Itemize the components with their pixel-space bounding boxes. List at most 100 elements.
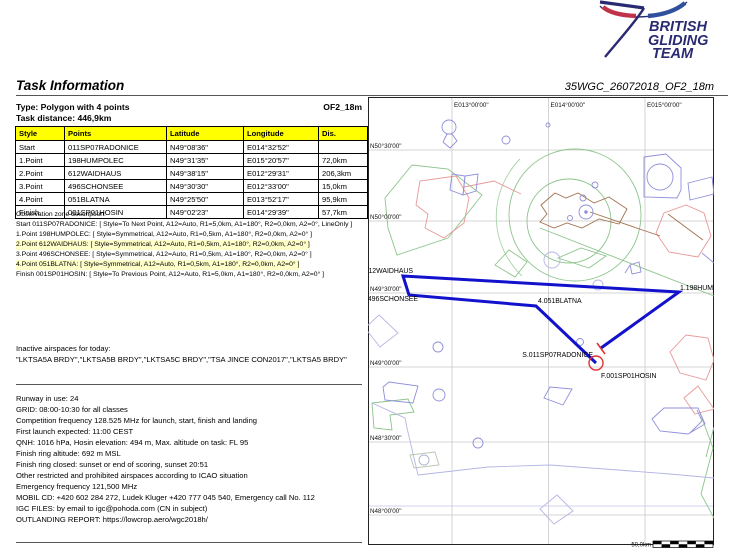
oz-line: 3.Point 496SCHONSEE: [ Style=Symmetrical… bbox=[16, 251, 312, 258]
cell-lat: N49°25'50" bbox=[166, 192, 244, 206]
waypoint-labels: 2.612WAIDHAUS 3.496SCHONSEE 4.051BLATNA … bbox=[368, 268, 714, 380]
lat-label: N50°30'00" bbox=[370, 142, 402, 150]
cell-dis: 206,3km bbox=[318, 166, 368, 180]
cell-lon: E013°52'17" bbox=[243, 192, 319, 206]
cell-style: Start bbox=[15, 140, 65, 154]
waypoint-label-blatna: 4.051BLATNA bbox=[538, 298, 582, 305]
cell-lon: E014°32'52" bbox=[243, 140, 319, 154]
oz-line: 1.Point 198HUMPOLEC: [ Style=Symmetrical… bbox=[16, 231, 312, 238]
cell-lat: N49°38'15" bbox=[166, 166, 244, 180]
cell-point: 051BLATNA bbox=[64, 192, 167, 206]
document-reference: 35WGC_26072018_OF2_18m bbox=[564, 81, 714, 93]
col-style: Style bbox=[15, 126, 65, 141]
oz-line: 2.Point 612WAIDHAUS: [ Style=Symmetrical… bbox=[16, 240, 310, 250]
cell-lon: E012°29'31" bbox=[243, 166, 319, 180]
lon-label: E014°00'00" bbox=[551, 101, 586, 109]
airspaces-heading: Inactive airspaces for today: bbox=[16, 344, 111, 353]
logo-line2: GLIDING bbox=[648, 33, 708, 49]
section-rule bbox=[16, 384, 362, 385]
page-title: Task Information bbox=[16, 78, 125, 93]
oz-line: Finish 001SP01HOSIN: [ Style=To Previous… bbox=[16, 271, 325, 278]
cell-point: 198HUMPOLEC bbox=[64, 153, 167, 167]
graticule-labels: E013°00'00" E014°00'00" E015°00'00" N50°… bbox=[370, 101, 682, 515]
oz-line: Start 011SP07RADONICE: [ Style=To Next P… bbox=[16, 221, 353, 228]
briefing-line: QNH: 1016 hPa, Hosin elevation: 494 m, M… bbox=[16, 438, 249, 447]
start-line-icon bbox=[596, 342, 606, 355]
airspace-blue-group bbox=[368, 119, 714, 525]
cell-style: 2.Point bbox=[15, 166, 65, 180]
table-row: 3.Point 496SCHONSEE N49°30'30" E012°33'0… bbox=[15, 179, 405, 193]
glider-fuselage-swoosh-icon bbox=[604, 7, 646, 58]
finish-ring-icon bbox=[588, 355, 604, 371]
turnpoint-table: Style Points Latitude Longitude Dis. Crs… bbox=[15, 126, 405, 219]
airspace-green-group bbox=[371, 148, 714, 519]
cell-dis bbox=[318, 140, 368, 154]
cell-point: 011SP07RADONICE bbox=[64, 140, 167, 154]
cell-dis: 15,0km bbox=[318, 179, 368, 193]
logo-line3: TEAM bbox=[652, 46, 694, 62]
table-row: Start 011SP07RADONICE N49°08'36" E014°32… bbox=[15, 140, 405, 154]
table-row: 4.Point 051BLATNA N49°25'50" E013°52'17"… bbox=[15, 192, 405, 206]
table-header-row: Style Points Latitude Longitude Dis. Crs… bbox=[15, 126, 405, 141]
cell-dis: 72,0km bbox=[318, 153, 368, 167]
cell-lat: N49°30'30" bbox=[166, 179, 244, 193]
briefing-line: Competition frequency 128.525 MHz for la… bbox=[16, 416, 258, 425]
lat-label: N49°00'00" bbox=[370, 359, 402, 367]
glider-ellipse-emblem bbox=[599, 0, 688, 58]
cell-lat: N49°31'35" bbox=[166, 153, 244, 167]
briefing-line: Runway in use: 24 bbox=[16, 394, 79, 403]
waypoint-label-hosin: F.001SP01HOSIN bbox=[601, 373, 657, 380]
cell-lat: N49°08'36" bbox=[166, 140, 244, 154]
airspaces-value: "LKTSA5A BRDY","LKTSA5B BRDY","LKTSA5C B… bbox=[16, 355, 347, 364]
task-map: E013°00'00" E014°00'00" E015°00'00" N50°… bbox=[368, 97, 714, 549]
cell-lon: E014°29'39" bbox=[243, 205, 319, 219]
map-graticule bbox=[369, 98, 713, 544]
map-border bbox=[368, 97, 714, 545]
briefing-line: Other restricted and prohibited airspace… bbox=[16, 471, 248, 480]
briefing-line: OUTLANDING REPORT: https://lowcrop.aero/… bbox=[16, 515, 208, 524]
lat-label: N49°30'00" bbox=[370, 285, 402, 293]
footer-rule bbox=[16, 542, 362, 543]
briefing-line: First launch expected: 11:00 CEST bbox=[16, 427, 134, 436]
inactive-airspaces-block: Inactive airspaces for today: "LKTSA5A B… bbox=[16, 343, 348, 365]
logo-line1: BRITISH bbox=[649, 19, 708, 35]
glider-wing-icon bbox=[599, 0, 645, 10]
task-distance-label: Task distance: 446,9km bbox=[16, 113, 112, 123]
oz-line: 4.Point 051BLATNA: [ Style=Symmetrical, … bbox=[16, 260, 300, 270]
cell-point: 612WAIDHAUS bbox=[64, 166, 167, 180]
col-latitude: Latitude bbox=[166, 126, 244, 141]
cell-lon: E015°20'57" bbox=[243, 153, 319, 167]
waypoint-label-waidhaus: 2.612WAIDHAUS bbox=[368, 268, 413, 275]
scale-checker-icon bbox=[653, 541, 713, 548]
map-scale-bar: 50,0km bbox=[631, 540, 714, 549]
waypoint-label-radonice: S.011SP07RADONICE bbox=[522, 352, 593, 359]
table-row: 2.Point 612WAIDHAUS N49°38'15" E012°29'3… bbox=[15, 166, 405, 180]
briefing-line: MOBIL CD: +420 602 284 272, Ludek Kluger… bbox=[16, 493, 315, 502]
lon-label: E013°00'00" bbox=[454, 101, 489, 109]
col-points: Points bbox=[64, 126, 167, 141]
lat-label: N48°30'00" bbox=[370, 434, 402, 442]
briefing-line: GRID: 08:00-10:30 for all classes bbox=[16, 405, 128, 414]
col-longitude: Longitude bbox=[243, 126, 319, 141]
cell-point: 496SCHONSEE bbox=[64, 179, 167, 193]
briefing-line: IGC FILES: by email to igc@pohoda.com (C… bbox=[16, 504, 208, 513]
cell-style: 3.Point bbox=[15, 179, 65, 193]
lon-label: E015°00'00" bbox=[647, 101, 682, 109]
briefing-block: Runway in use: 24 GRID: 08:00-10:30 for … bbox=[16, 393, 346, 525]
airspace-red-group bbox=[415, 175, 714, 415]
waypoint-label-humpolec: 1.198HUMPOLEC bbox=[680, 285, 714, 292]
task-track-group bbox=[400, 274, 684, 371]
cell-dis: 95,9km bbox=[318, 192, 368, 206]
oz-heading: Observation zone description: bbox=[16, 211, 106, 218]
waypoint-label-schonsee: 3.496SCHONSEE bbox=[368, 296, 418, 303]
cell-lon: E012°33'00" bbox=[243, 179, 319, 193]
task-class-label: OF2_18m bbox=[323, 102, 362, 112]
col-distance: Dis. bbox=[318, 126, 368, 141]
task-type-label: Type: Polygon with 4 points bbox=[16, 102, 130, 112]
cell-style: 1.Point bbox=[15, 153, 65, 167]
british-gliding-team-logo: BRITISH GLIDING TEAM bbox=[599, 0, 708, 62]
lat-label: N50°00'00" bbox=[370, 213, 402, 221]
airspace-brown-group bbox=[539, 192, 704, 241]
cell-style: 4.Point bbox=[15, 192, 65, 206]
